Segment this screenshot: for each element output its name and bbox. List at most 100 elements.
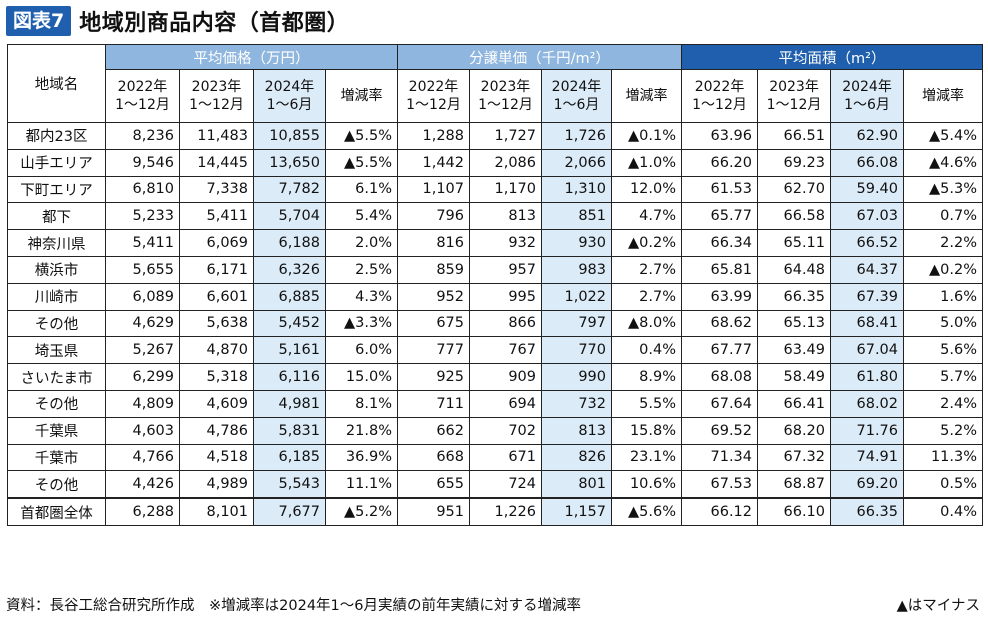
header-period-row: 2022年 1〜12月 2023年 1〜12月 2024年 1〜6月 増減率 2022年 1〜1… — [8, 69, 984, 123]
value-cell: 67.32 — [757, 443, 832, 472]
value-cell: 66.51 — [757, 122, 832, 150]
value-cell: 6,601 — [179, 282, 254, 311]
region-name-cell: さいたま市 — [7, 363, 106, 391]
value-cell: 1,226 — [469, 497, 542, 526]
change-rate-cell: 2.5% — [325, 255, 398, 284]
period-header: 2023年 1〜12月 — [469, 69, 542, 123]
value-cell: 59.40 — [830, 175, 905, 204]
table-row: 千葉市 4,766 4,518 6,185 36.9% 668 671 826 23.1% 71.… — [7, 443, 984, 472]
change-rate-cell: ▲0.2% — [903, 255, 984, 284]
value-cell: 4,809 — [105, 389, 180, 418]
value-cell: 4,426 — [105, 470, 180, 499]
period-header-line: 1〜6月 — [553, 97, 600, 113]
value-cell: 7,782 — [253, 175, 326, 204]
change-rate-cell: 8.1% — [325, 389, 398, 418]
change-rate-cell: ▲0.2% — [610, 229, 683, 257]
value-cell: 66.34 — [681, 229, 759, 257]
value-cell: 66.08 — [830, 148, 905, 177]
value-cell: 61.80 — [830, 363, 905, 391]
value-cell: 702 — [469, 416, 542, 445]
period-header-line: 2023年 — [191, 79, 242, 95]
value-cell: 11,483 — [179, 122, 254, 150]
change-rate-cell: 12.0% — [610, 175, 683, 204]
value-cell: 909 — [469, 363, 542, 391]
change-rate-cell: 11.3% — [903, 443, 984, 472]
value-cell: 5,267 — [105, 336, 180, 365]
value-cell: 671 — [469, 443, 542, 472]
value-cell: 66.52 — [830, 229, 905, 257]
value-cell: 64.37 — [830, 255, 905, 284]
table-row: 神奈川県 5,411 6,069 6,188 2.0% 816 932 930 ▲0.2% 66.… — [7, 229, 984, 257]
value-cell: 6,288 — [105, 497, 180, 526]
region-name-cell: その他 — [7, 309, 106, 338]
change-rate-cell: 5.7% — [903, 363, 984, 391]
value-cell: 4,766 — [105, 443, 180, 472]
value-cell: 8,236 — [105, 122, 180, 150]
region-name-cell: 神奈川県 — [7, 229, 106, 257]
area-group-header: 平均面積（m²） — [681, 44, 984, 70]
period-header-line: 2024年 — [551, 79, 602, 95]
change-rate-cell: ▲5.6% — [610, 497, 683, 526]
value-cell: 1,288 — [397, 122, 470, 150]
value-cell: 5,655 — [105, 255, 180, 284]
minus-legend: ▲はマイナス — [896, 598, 980, 614]
value-cell: 796 — [397, 202, 470, 231]
value-cell: 68.87 — [757, 470, 832, 499]
value-cell: 851 — [541, 202, 612, 231]
period-header: 増減率 — [610, 69, 683, 123]
period-header: 増減率 — [903, 69, 984, 123]
value-cell: 694 — [469, 389, 542, 418]
period-header-line: 増減率 — [922, 88, 965, 104]
value-cell: 990 — [541, 363, 612, 391]
change-rate-cell: 5.4% — [325, 202, 398, 231]
value-cell: 68.41 — [830, 309, 905, 338]
period-header-line: 1〜12月 — [692, 97, 747, 113]
change-rate-cell: 15.8% — [610, 416, 683, 445]
period-header: 2022年 1〜12月 — [681, 69, 759, 123]
period-header: 2023年 1〜12月 — [179, 69, 254, 123]
value-cell: 69.52 — [681, 416, 759, 445]
region-name-cell: 千葉県 — [7, 416, 106, 445]
value-cell: 5,411 — [105, 229, 180, 257]
value-cell: 4,603 — [105, 416, 180, 445]
region-name-cell: 都下 — [7, 202, 106, 231]
value-cell: 4,629 — [105, 309, 180, 338]
value-cell: 10,855 — [253, 122, 326, 150]
value-cell: 4,786 — [179, 416, 254, 445]
change-rate-cell: ▲8.0% — [610, 309, 683, 338]
value-cell: 5,543 — [253, 470, 326, 499]
value-cell: 69.20 — [830, 470, 905, 499]
value-cell: 4,981 — [253, 389, 326, 418]
value-cell: 1,157 — [541, 497, 612, 526]
region-name-cell: 下町エリア — [7, 175, 106, 204]
value-cell: 813 — [541, 416, 612, 445]
period-header-line: 2023年 — [480, 79, 531, 95]
change-rate-cell: 5.0% — [903, 309, 984, 338]
change-rate-cell: 8.9% — [610, 363, 683, 391]
change-rate-cell: ▲1.0% — [610, 148, 683, 177]
period-header: 2023年 1〜12月 — [757, 69, 832, 123]
value-cell: 5,452 — [253, 309, 326, 338]
period-header-line: 増減率 — [340, 88, 383, 104]
change-rate-cell: 2.7% — [610, 255, 683, 284]
change-rate-cell: 36.9% — [325, 443, 398, 472]
value-cell: 68.62 — [681, 309, 759, 338]
period-header: 2022年 1〜12月 — [105, 69, 180, 123]
value-cell: 65.81 — [681, 255, 759, 284]
figure-title-text: 地域別商品内容（首都圏） — [79, 11, 350, 36]
value-cell: 6,188 — [253, 229, 326, 257]
value-cell: 66.20 — [681, 148, 759, 177]
value-cell: 61.53 — [681, 175, 759, 204]
value-cell: 826 — [541, 443, 612, 472]
value-cell: 6,089 — [105, 282, 180, 311]
table-row: 千葉県 4,603 4,786 5,831 21.8% 662 702 813 15.8% 69.… — [7, 416, 984, 445]
value-cell: 983 — [541, 255, 612, 284]
value-cell: 1,107 — [397, 175, 470, 204]
price-group-header: 平均価格（万円） — [105, 44, 398, 70]
value-cell: 5,161 — [253, 336, 326, 365]
value-cell: 4,870 — [179, 336, 254, 365]
table-row: 下町エリア 6,810 7,338 7,782 6.1% 1,107 1,170 1,310 1… — [7, 175, 984, 204]
table-row: 埼玉県 5,267 4,870 5,161 6.0% 777 767 770 0.4% 67.77… — [7, 336, 984, 365]
value-cell: 66.58 — [757, 202, 832, 231]
value-cell: 65.77 — [681, 202, 759, 231]
